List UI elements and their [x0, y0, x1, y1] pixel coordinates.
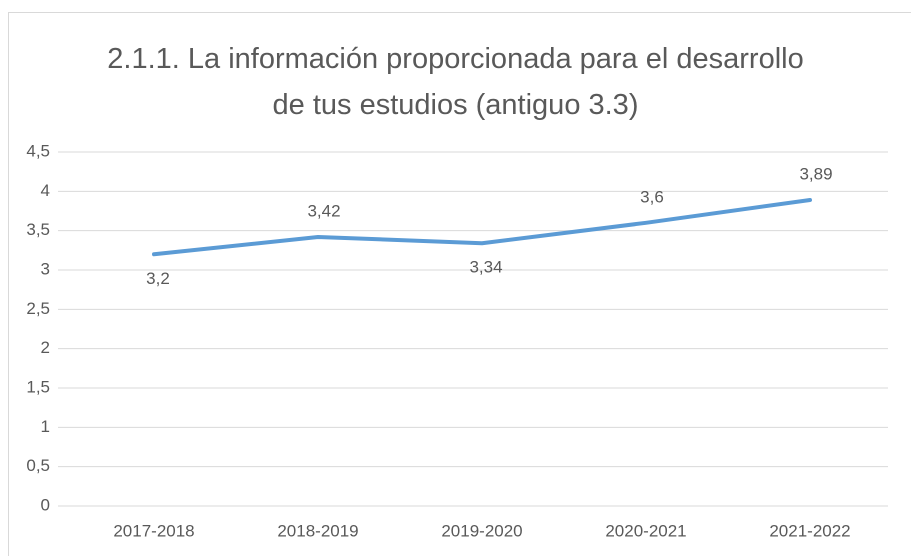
y-tick-label: 3 — [41, 259, 50, 278]
x-tick-label: 2019-2020 — [441, 521, 522, 540]
data-label: 3,89 — [799, 164, 832, 183]
x-tick-label: 2021-2022 — [769, 521, 850, 540]
y-tick-label: 2,5 — [26, 299, 50, 318]
x-tick-label: 2020-2021 — [605, 521, 686, 540]
data-line — [152, 197, 812, 257]
y-tick-label: 4 — [41, 181, 50, 200]
y-tick-label: 0 — [41, 495, 50, 514]
y-tick-label: 4,5 — [26, 141, 50, 160]
y-tick-label: 2 — [41, 338, 50, 357]
chart-border — [8, 12, 911, 556]
y-tick-label: 0,5 — [26, 456, 50, 475]
y-tick-label: 1,5 — [26, 377, 50, 396]
y-tick-label: 1 — [41, 417, 50, 436]
data-label: 3,34 — [469, 258, 502, 277]
data-label: 3,42 — [307, 201, 340, 220]
y-tick-label: 3,5 — [26, 220, 50, 239]
data-label: 3,6 — [640, 187, 664, 206]
chart-title: 2.1.1. La información proporcionada para… — [107, 43, 804, 121]
data-label: 3,2 — [146, 269, 170, 288]
x-tick-label: 2018-2019 — [277, 521, 358, 540]
x-tick-label: 2017-2018 — [113, 521, 194, 540]
